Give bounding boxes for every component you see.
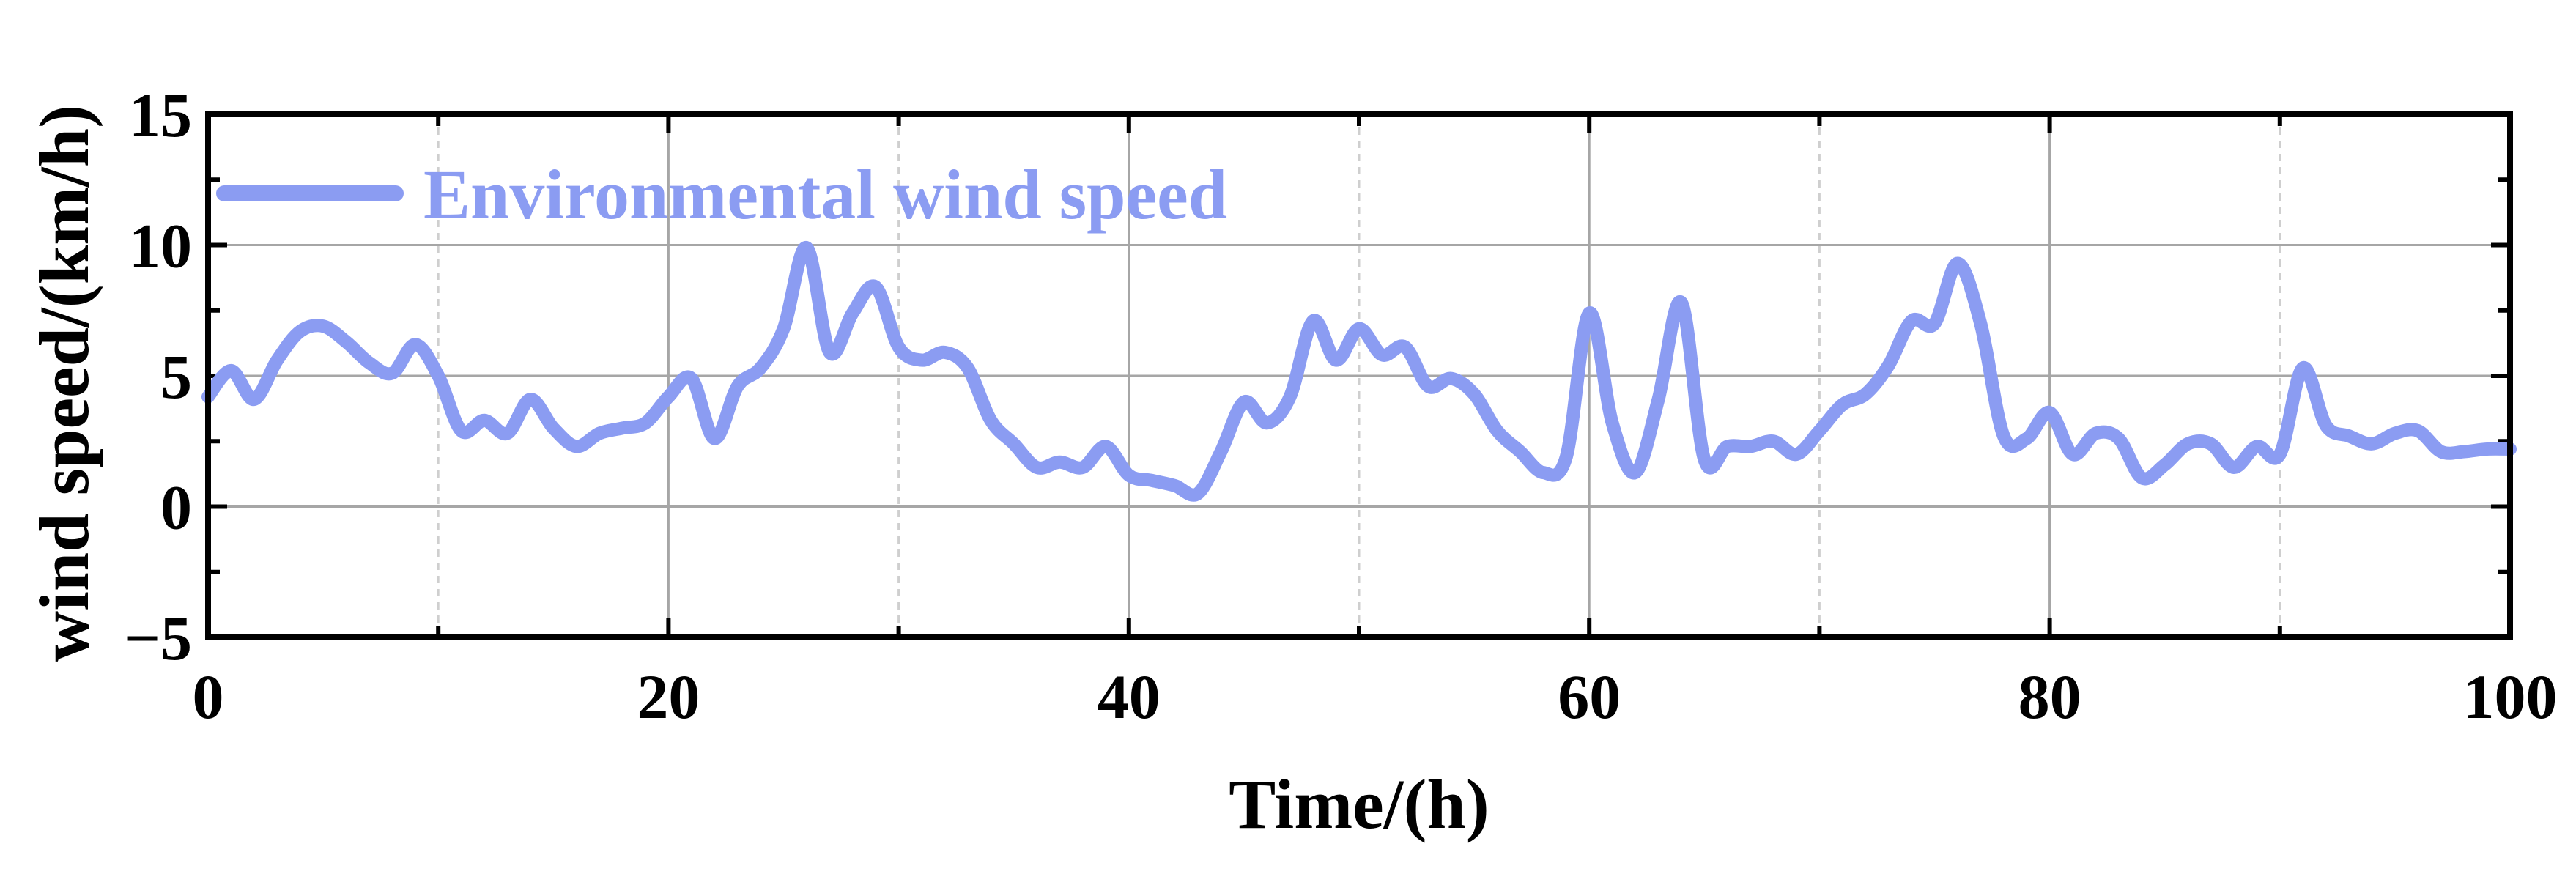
grid-lines	[208, 114, 2510, 637]
x-tick-label: 0	[193, 662, 224, 732]
y-tick-label: 5	[160, 341, 192, 412]
series-line-wind-speed	[201, 241, 2517, 502]
y-tick-label: −5	[125, 603, 192, 673]
y-tick-label: 15	[129, 80, 192, 150]
x-tick-label: 80	[2018, 662, 2081, 732]
series-layer	[201, 241, 2517, 502]
y-tick-label: 0	[160, 473, 192, 543]
x-tick-label: 20	[637, 662, 700, 732]
x-tick-label: 40	[1098, 662, 1161, 732]
plot-frame	[205, 111, 2513, 640]
legend: Environmental wind speed	[216, 155, 1227, 234]
y-tick-label: 10	[129, 211, 192, 281]
x-tick-labels: 0 20 40 60 80 100	[193, 662, 2558, 732]
x-tick-label: 100	[2463, 662, 2558, 732]
legend-label: Environmental wind speed	[423, 155, 1227, 234]
y-tick-labels: −5 0 5 10 15	[125, 80, 192, 673]
x-tick-label: 60	[1558, 662, 1621, 732]
y-axis-title: wind speed/(km/h)	[25, 105, 103, 662]
x-axis-title: Time/(h)	[1229, 765, 1489, 843]
